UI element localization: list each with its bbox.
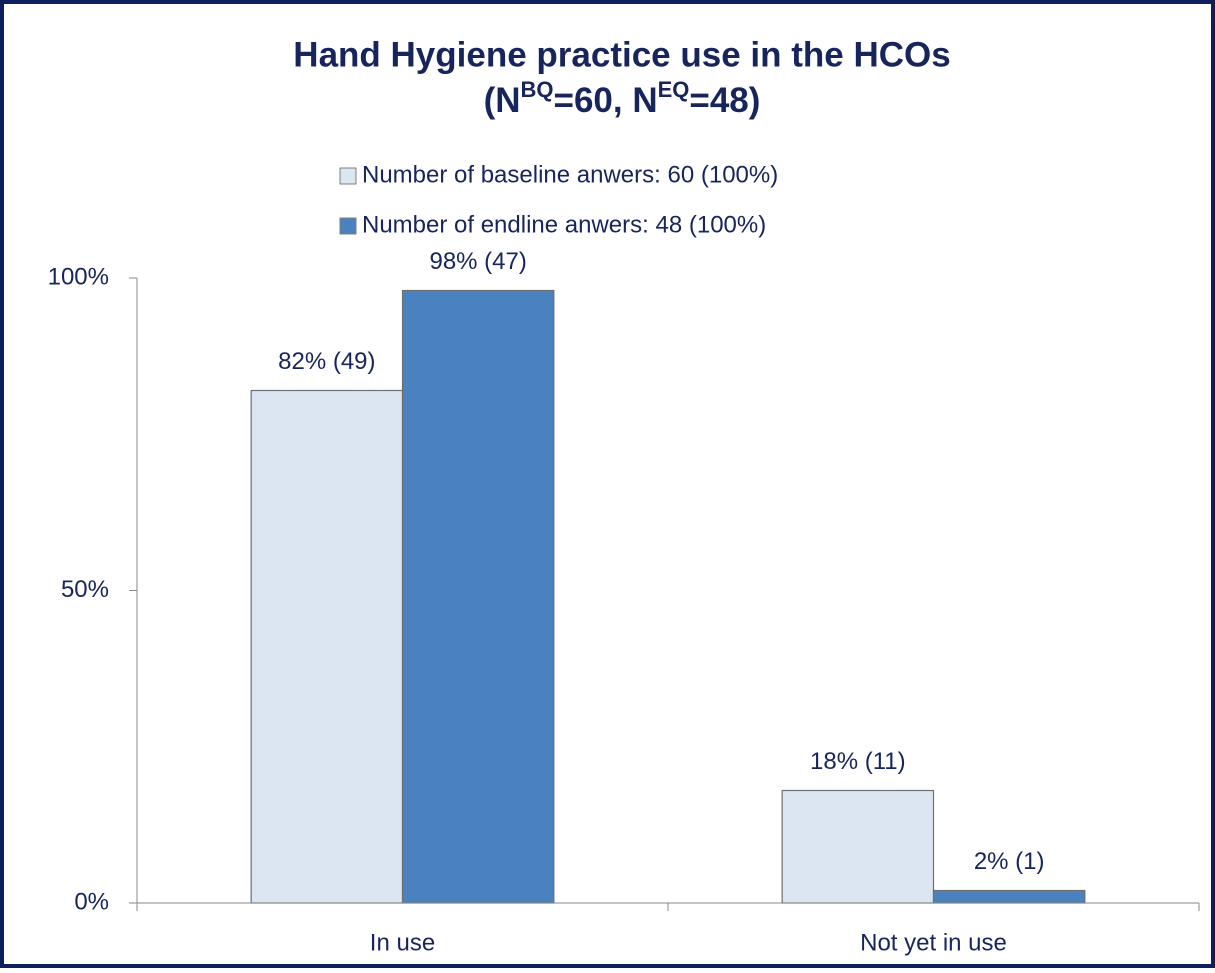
value-label: 98% (47)	[429, 248, 526, 275]
value-label: 82% (49)	[278, 348, 375, 375]
chart-title: Hand Hygiene practice use in the HCOs	[293, 35, 950, 74]
y-tick-label: 100%	[48, 263, 109, 290]
title-part: =48)	[689, 81, 760, 120]
legend-label: Number of baseline anwers: 60 (100%)	[362, 161, 778, 188]
legend-swatch	[339, 217, 357, 235]
title-sup: EQ	[658, 77, 690, 102]
x-tick-label: In use	[370, 929, 435, 956]
y-tick-label: 0%	[74, 888, 109, 915]
x-tick-label: Not yet in use	[860, 929, 1007, 956]
bar	[781, 789, 935, 904]
title-part: =60, N	[554, 81, 658, 120]
legend-label: Number of endline anwers: 48 (100%)	[362, 211, 766, 238]
title-sup: BQ	[521, 77, 554, 102]
bar	[932, 889, 1086, 904]
legend-swatch	[339, 167, 357, 185]
bar	[401, 289, 555, 904]
chart-title: (NBQ=60, NEQ=48)	[484, 77, 761, 120]
y-tick-label: 50%	[61, 576, 109, 603]
value-label: 2% (1)	[974, 848, 1045, 875]
value-label: 18% (11)	[810, 748, 906, 775]
bar	[250, 389, 404, 904]
title-part: (N	[484, 81, 521, 120]
